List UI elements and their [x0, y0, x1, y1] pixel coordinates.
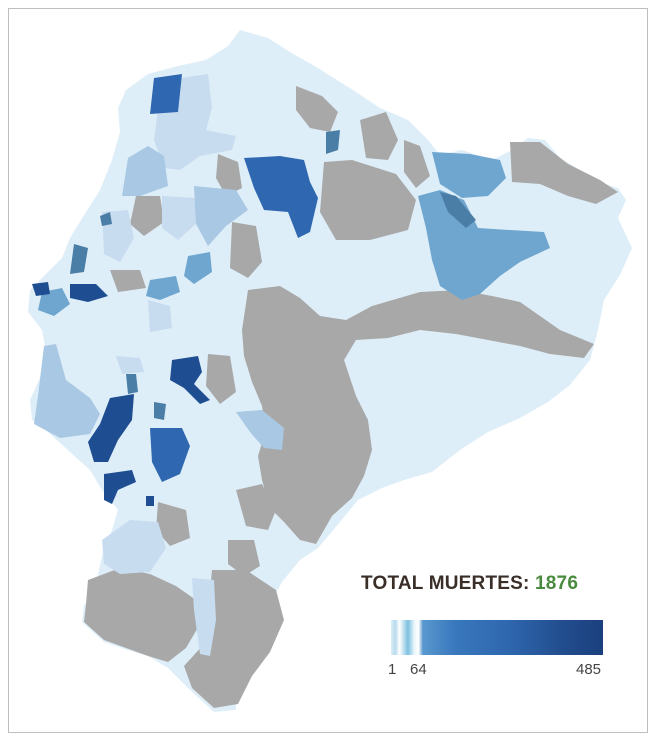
region-medium — [38, 288, 70, 316]
region-no-data — [320, 160, 416, 240]
region-dark — [150, 74, 182, 114]
region-light — [34, 344, 100, 438]
region-darkest — [88, 394, 134, 462]
region-medium-dark — [100, 212, 112, 226]
region-darkest — [170, 356, 210, 404]
region-medium-dark — [440, 192, 476, 228]
region-dark — [244, 156, 318, 238]
region-no-data — [228, 540, 260, 576]
region-medium — [146, 276, 180, 300]
region-medium-dark — [154, 402, 166, 420]
region-medium-dark — [326, 130, 340, 154]
region-darkest — [146, 496, 154, 506]
region-no-data — [130, 196, 164, 236]
region-darkest — [70, 284, 108, 302]
scale-min-label: 1 — [388, 661, 397, 678]
region-very-light — [192, 578, 216, 656]
region-no-data — [156, 502, 190, 546]
region-medium-dark — [126, 374, 138, 394]
scale-max-label: 485 — [576, 661, 602, 678]
region-no-data — [84, 568, 200, 662]
total-deaths-label: TOTAL MUERTES: 1876 — [361, 573, 578, 595]
region-medium — [418, 190, 550, 300]
region-light — [194, 186, 248, 246]
total-value: 1876 — [535, 573, 579, 594]
color-scale-bar — [391, 620, 603, 655]
region-light — [122, 146, 168, 196]
region-very-light — [162, 196, 198, 240]
region-no-data — [216, 154, 242, 196]
region-no-data — [110, 270, 146, 292]
region-medium — [184, 252, 212, 284]
region-no-data — [510, 142, 618, 204]
total-label-text: TOTAL MUERTES: — [361, 573, 530, 594]
region-very-light — [116, 356, 144, 374]
region-darkest — [104, 470, 136, 504]
region-light — [236, 410, 284, 450]
region-no-data — [404, 140, 430, 188]
region-no-data — [242, 286, 594, 544]
region-no-data — [236, 484, 276, 530]
region-very-light — [148, 300, 172, 332]
region-medium-dark — [70, 244, 88, 274]
region-darkest — [32, 282, 50, 296]
region-medium — [432, 152, 506, 198]
region-dark — [150, 428, 190, 482]
region-very-light — [102, 520, 166, 574]
region-no-data — [230, 222, 262, 278]
scale-mid-label: 64 — [410, 661, 427, 678]
region-no-data — [206, 354, 236, 404]
region-no-data — [296, 86, 338, 132]
region-no-data — [360, 112, 398, 160]
